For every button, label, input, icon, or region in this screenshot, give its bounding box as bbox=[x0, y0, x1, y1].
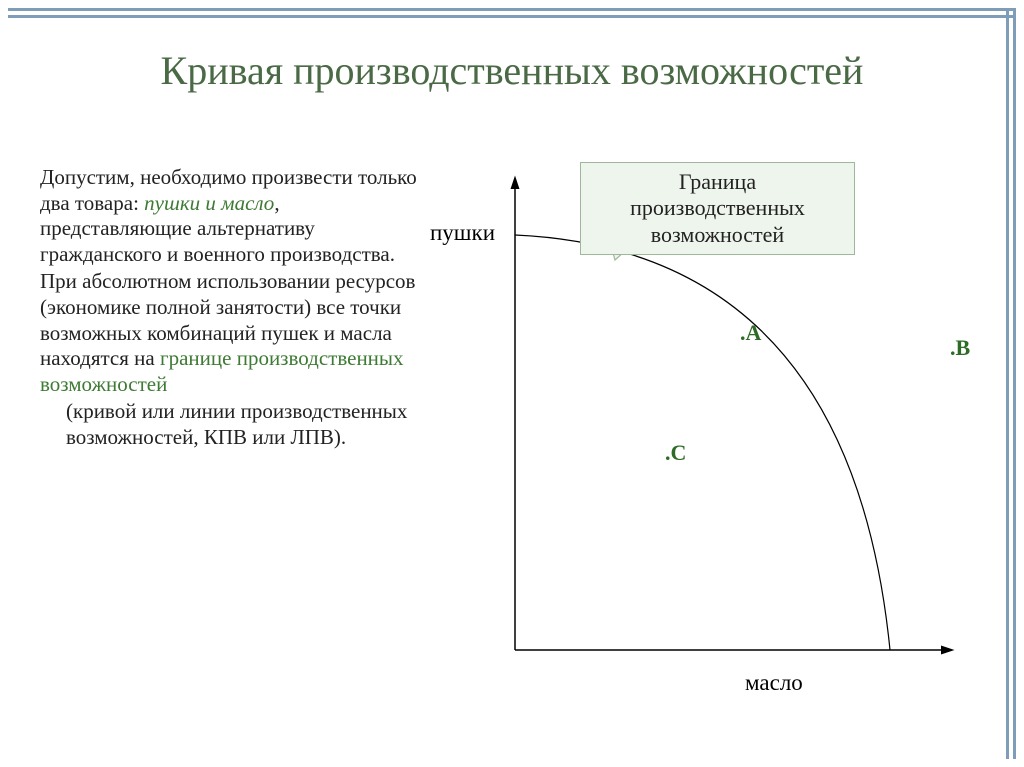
ppf-callout: Граница производственных возможностей bbox=[580, 162, 855, 255]
p1-accent: пушки и масло bbox=[144, 191, 274, 215]
callout-line1: Граница bbox=[679, 169, 756, 194]
paragraph-2: При абсолютном использовании ресурсов (э… bbox=[40, 269, 420, 397]
callout-line2: производственных bbox=[630, 195, 805, 220]
x-axis-label: масло bbox=[745, 670, 803, 696]
decor-top-bar bbox=[8, 8, 1016, 18]
slide-title: Кривая производственных возможностей bbox=[0, 48, 1024, 94]
paragraph-1: Допустим, необходимо произвести только д… bbox=[40, 165, 420, 267]
point-C: .C bbox=[665, 440, 686, 466]
y-axis-label: пушки bbox=[430, 220, 495, 246]
point-B: .B bbox=[950, 335, 970, 361]
paragraph-3: (кривой или линии производственных возмо… bbox=[40, 399, 420, 450]
ppf-chart: Граница производственных возможностей пу… bbox=[430, 160, 1010, 720]
callout-line3: возможностей bbox=[651, 222, 784, 247]
point-A: .A bbox=[740, 320, 761, 346]
body-text: Допустим, необходимо произвести только д… bbox=[40, 165, 420, 453]
